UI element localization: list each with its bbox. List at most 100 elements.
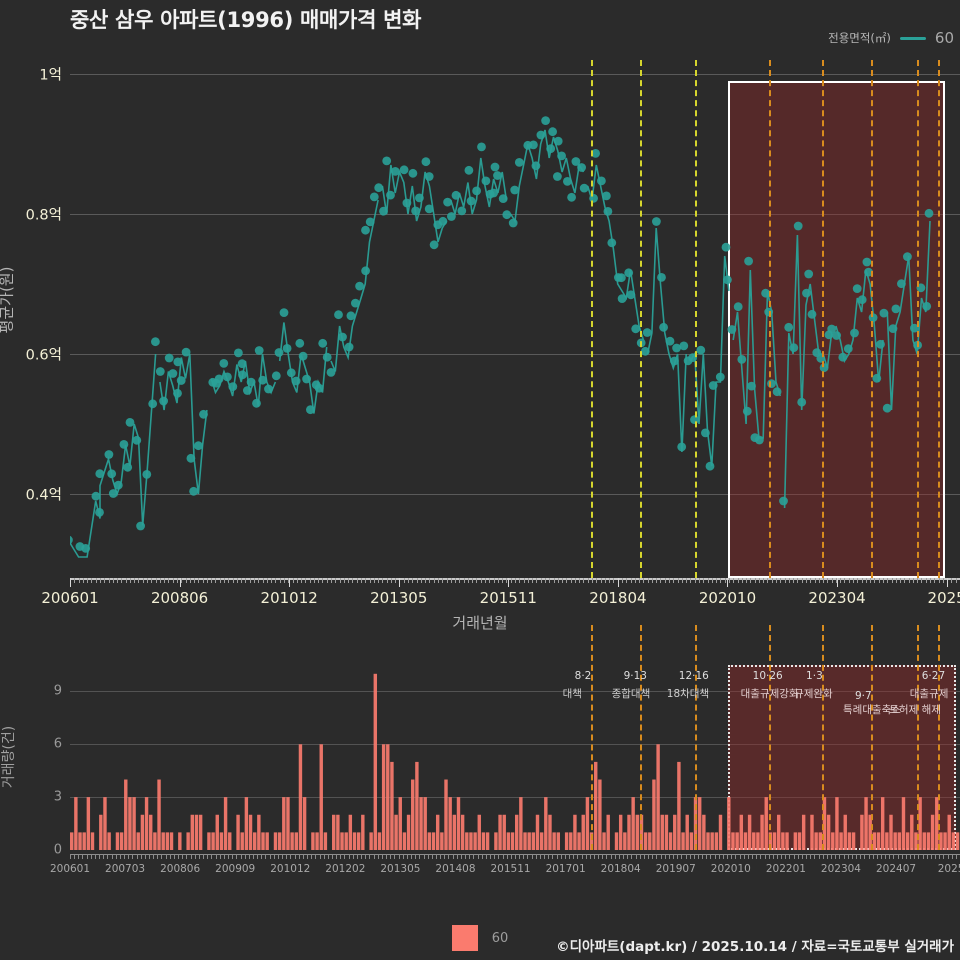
volume-bar (191, 815, 194, 850)
bottom-x-tick (565, 854, 566, 859)
bottom-x-tick-label: 200909 (215, 863, 255, 875)
price-data-point (804, 270, 813, 279)
bottom-x-tick (220, 854, 221, 859)
bottom-y-tick-label: 6 (54, 737, 62, 752)
policy-date-label: 12·16 (679, 670, 709, 682)
price-data-point (194, 441, 203, 450)
volume-bar (690, 832, 693, 850)
bottom-x-tick (286, 854, 287, 859)
volume-bar (503, 815, 506, 850)
volume-bar (149, 815, 152, 850)
bottom-x-tick (457, 854, 458, 859)
volume-bar (902, 797, 905, 850)
price-data-point (789, 343, 798, 352)
bottom-x-tick (727, 854, 728, 859)
price-data-point (95, 508, 104, 517)
top-x-tick (613, 578, 614, 583)
top-x-tick (113, 578, 114, 583)
top-x-tick (391, 578, 392, 583)
top-x-tick (862, 578, 863, 583)
top-x-tick (874, 578, 875, 583)
top-x-tick (340, 578, 341, 583)
volume-bar (686, 815, 689, 850)
volume-bar (835, 797, 838, 850)
price-data-point (295, 339, 304, 348)
volume-bar (544, 797, 547, 850)
volume-bar (357, 832, 360, 850)
bottom-x-tick (893, 854, 894, 859)
bottom-x-tick (852, 854, 853, 859)
price-series (70, 60, 960, 578)
price-data-point (400, 165, 409, 174)
top-x-tick (690, 578, 691, 583)
price-data-point (808, 310, 817, 319)
policy-vline-bottom (938, 625, 940, 850)
bottom-x-tick (819, 854, 820, 859)
top-x-tick (498, 578, 499, 583)
price-data-point (794, 222, 803, 231)
top-x-tick (840, 578, 841, 583)
top-x-tick (951, 578, 952, 583)
top-x-tick (652, 578, 653, 583)
bottom-x-tick (756, 854, 757, 859)
top-x-tick (913, 578, 914, 583)
bottom-x-tick (324, 854, 325, 859)
top-x-tick (502, 578, 503, 583)
price-data-point (255, 346, 264, 355)
bottom-x-tick (157, 854, 158, 859)
volume-bar (444, 780, 447, 850)
volume-bar (336, 815, 339, 850)
top-x-tick (849, 578, 850, 583)
volume-bar (265, 832, 268, 850)
bottom-x-tick (195, 854, 196, 859)
chart-page: 중산 삼우 아파트(1996) 매매가격 변화 전용면적(㎡) 60 평균가(원… (0, 0, 960, 960)
volume-bar (428, 832, 431, 850)
top-x-tick (220, 578, 221, 583)
price-data-point (318, 339, 327, 348)
price-data-point (537, 131, 546, 140)
volume-bar (765, 797, 768, 850)
volume-bar (948, 815, 951, 850)
price-data-point (165, 354, 174, 363)
price-data-point (925, 209, 934, 218)
bottom-x-tick (914, 854, 915, 859)
top-x-tick (318, 578, 319, 583)
top-x-tick (156, 578, 157, 583)
top-x-tick (797, 578, 798, 583)
bottom-x-tick (290, 854, 291, 859)
policy-vline-bottom (822, 625, 824, 850)
price-data-point (744, 257, 753, 266)
top-x-tick (331, 578, 332, 583)
top-x-tick (468, 578, 469, 583)
volume-bar (141, 815, 144, 850)
top-x-tick (930, 578, 931, 583)
bottom-x-tick (752, 854, 753, 859)
bottom-x-tick (740, 854, 741, 859)
top-x-tick (245, 578, 246, 583)
top-x-tick (673, 578, 674, 583)
price-data-point (177, 376, 186, 385)
volume-bar (785, 832, 788, 850)
top-x-tick (746, 578, 747, 583)
price-data-point (287, 368, 296, 377)
price-data-point (425, 205, 434, 214)
bottom-x-tick (87, 854, 88, 859)
price-data-point (477, 143, 486, 152)
policy-name-label: 18차대책 (667, 686, 709, 701)
top-x-tick (844, 578, 845, 583)
volume-bar (798, 832, 801, 850)
volume-bar (889, 815, 892, 850)
price-data-point (858, 295, 867, 304)
price-data-point (302, 375, 311, 384)
top-x-tick (879, 578, 880, 583)
bottom-x-tick (70, 854, 71, 859)
top-x-tick (648, 578, 649, 583)
bottom-x-tick (760, 854, 761, 859)
bottom-x-tick (544, 854, 545, 859)
top-x-tick (554, 578, 555, 583)
volume-bar (565, 832, 568, 850)
top-x-tick (823, 578, 824, 583)
volume-bar (752, 832, 755, 850)
price-data-point (151, 337, 160, 346)
price-data-point (114, 481, 123, 490)
